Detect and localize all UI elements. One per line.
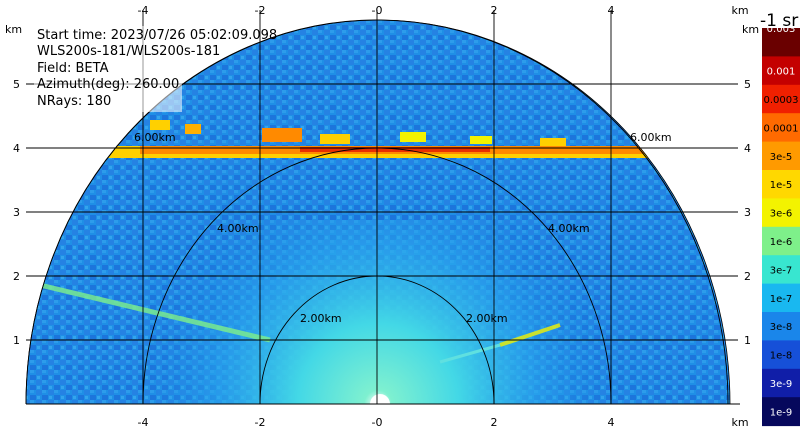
colorbar: 0.003 0.001 0.0003 0.0001 3e-5 1e-5 3e-6 1e-6 3e… bbox=[762, 24, 800, 427]
colorbar-swatch bbox=[762, 340, 800, 370]
x-tick-top: 4 bbox=[608, 4, 615, 17]
azimuth-label: Azimuth(deg): 260.00 bbox=[37, 77, 179, 92]
colorbar-swatch bbox=[762, 368, 800, 398]
colorbar-label: 0.0003 bbox=[764, 95, 799, 106]
range-rings bbox=[25, 19, 729, 405]
y-tick-left: 1 bbox=[13, 334, 20, 347]
colorbar-label: 3e-5 bbox=[770, 152, 793, 163]
start-time-label: Start time: 2023/07/26 05:02:09.098 bbox=[37, 28, 277, 43]
colorbar-label: 1e-6 bbox=[770, 237, 793, 248]
colorbar-swatch bbox=[762, 170, 800, 199]
colorbar-label: 1e-8 bbox=[770, 351, 793, 362]
colorbar-label: 0.003 bbox=[767, 24, 796, 35]
x-tick-bottom: 2 bbox=[491, 416, 498, 429]
colorbar-label: 0.0001 bbox=[764, 123, 799, 134]
y-axis-left: 5 4 3 2 1 bbox=[13, 78, 20, 347]
colorbar-swatch bbox=[762, 84, 800, 114]
ring-label-6km-left: 6.00km bbox=[134, 131, 176, 144]
x-axis-top: -4 -2 -0 2 4 bbox=[138, 4, 615, 17]
colorbar-label: 3e-8 bbox=[770, 322, 793, 333]
x-tick-bottom: -0 bbox=[372, 416, 383, 429]
x-tick-bottom: 4 bbox=[608, 416, 615, 429]
colorbar-label: 1e-9 bbox=[770, 407, 793, 418]
y-tick-left: 3 bbox=[13, 206, 20, 219]
ring-label-4km-right: 4.00km bbox=[548, 222, 590, 235]
y-tick-left: 2 bbox=[13, 270, 20, 283]
colorbar-label: 1e-5 bbox=[770, 180, 793, 191]
y-tick-right: 2 bbox=[744, 270, 751, 283]
info-panel: Start time: 2023/07/26 05:02:09.098 WLS2… bbox=[37, 28, 277, 109]
y-tick-left: 4 bbox=[13, 142, 20, 155]
y-unit-left: km bbox=[5, 23, 22, 36]
instrument-label: WLS200s-181/WLS200s-181 bbox=[37, 44, 220, 59]
colorbar-swatch bbox=[762, 226, 800, 256]
y-tick-right: 1 bbox=[744, 334, 751, 347]
colorbar-swatch bbox=[762, 56, 800, 86]
colorbar-label: 3e-9 bbox=[770, 379, 793, 390]
colorbar-swatch bbox=[762, 28, 800, 57]
x-unit-bottom: km bbox=[731, 416, 748, 429]
field-label: Field: BETA bbox=[37, 61, 109, 76]
x-unit-top: km bbox=[731, 4, 748, 17]
ring-label-2km-right: 2.00km bbox=[466, 312, 508, 325]
colorbar-label: 3e-6 bbox=[770, 209, 793, 220]
y-axis-right: 5 4 3 2 1 bbox=[744, 78, 751, 347]
colorbar-swatch bbox=[762, 113, 800, 143]
ring-label-6km-right: 6.00km bbox=[630, 131, 672, 144]
x-tick-top: 2 bbox=[491, 4, 498, 17]
grid bbox=[26, 10, 740, 405]
y-tick-left: 5 bbox=[13, 78, 20, 91]
colorbar-swatch bbox=[762, 397, 800, 427]
x-axis-bottom: -4 -2 -0 2 4 bbox=[138, 416, 615, 429]
y-unit-right: km bbox=[742, 23, 759, 36]
ring-label-2km-left: 2.00km bbox=[300, 312, 342, 325]
colorbar-swatch bbox=[762, 255, 800, 285]
y-tick-right: 3 bbox=[744, 206, 751, 219]
colorbar-label: 0.001 bbox=[767, 67, 796, 78]
x-tick-top: -2 bbox=[255, 4, 266, 17]
x-tick-top: -4 bbox=[138, 4, 149, 17]
colorbar-swatch bbox=[762, 141, 800, 171]
x-tick-bottom: -4 bbox=[138, 416, 149, 429]
colorbar-label: 3e-7 bbox=[770, 265, 793, 276]
x-tick-top: -0 bbox=[372, 4, 383, 17]
colorbar-label: 1e-7 bbox=[770, 294, 793, 305]
ring-label-4km-left: 4.00km bbox=[217, 222, 259, 235]
colorbar-swatch bbox=[762, 312, 800, 341]
nrays-label: NRays: 180 bbox=[37, 94, 111, 109]
colorbar-units: -1 sr bbox=[760, 11, 798, 31]
y-tick-right: 4 bbox=[744, 142, 751, 155]
colorbar-swatch bbox=[762, 198, 800, 228]
x-tick-bottom: -2 bbox=[255, 416, 266, 429]
colorbar-swatch bbox=[762, 283, 800, 313]
y-tick-right: 5 bbox=[744, 78, 751, 91]
